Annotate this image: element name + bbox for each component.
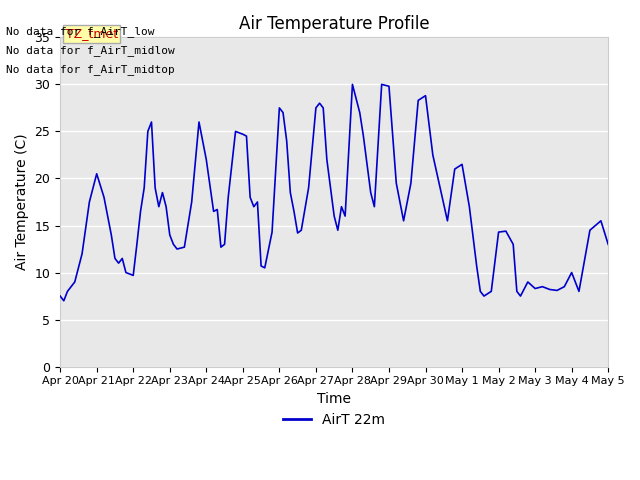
Text: No data for f_AirT_midlow: No data for f_AirT_midlow [6, 45, 175, 56]
Text: No data for f_AirT_low: No data for f_AirT_low [6, 25, 155, 36]
Title: Air Temperature Profile: Air Temperature Profile [239, 15, 429, 33]
X-axis label: Time: Time [317, 392, 351, 406]
Text: TZ_tmet: TZ_tmet [66, 27, 118, 40]
Y-axis label: Air Temperature (C): Air Temperature (C) [15, 133, 29, 270]
Legend: AirT 22m: AirT 22m [278, 407, 390, 432]
Text: No data for f_AirT_midtop: No data for f_AirT_midtop [6, 64, 175, 75]
